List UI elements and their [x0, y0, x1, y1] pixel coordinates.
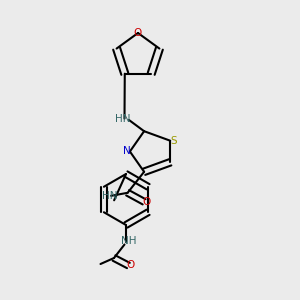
- Text: NH: NH: [121, 236, 137, 247]
- Text: HN: HN: [115, 113, 131, 124]
- Text: O: O: [142, 197, 151, 207]
- Text: N: N: [123, 146, 131, 157]
- Text: S: S: [170, 136, 176, 146]
- Text: HN: HN: [102, 191, 117, 201]
- Text: O: O: [127, 260, 135, 271]
- Text: O: O: [134, 28, 142, 38]
